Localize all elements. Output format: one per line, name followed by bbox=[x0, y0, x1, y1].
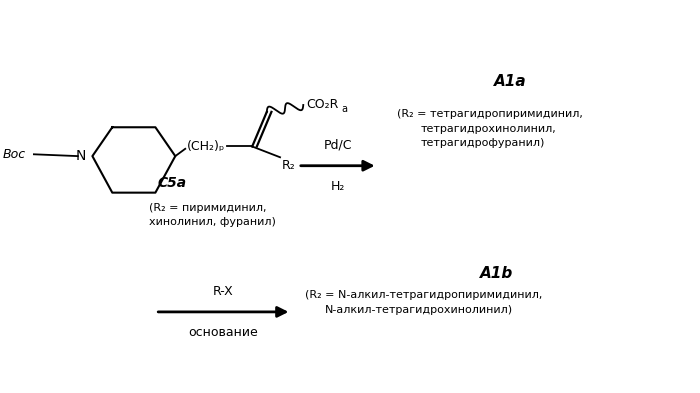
Text: R₂: R₂ bbox=[281, 159, 295, 172]
Text: тетрагидрохинолинил,: тетрагидрохинолинил, bbox=[421, 124, 556, 134]
Text: Pd/C: Pd/C bbox=[323, 138, 352, 151]
Text: (CH₂)ₚ: (CH₂)ₚ bbox=[187, 140, 225, 153]
Text: A1a: A1a bbox=[494, 73, 526, 88]
Text: хинолинил, фуранил): хинолинил, фуранил) bbox=[149, 217, 276, 227]
Text: N: N bbox=[76, 149, 86, 163]
Text: R-X: R-X bbox=[213, 285, 234, 298]
Text: (R₂ = пиримидинил,: (R₂ = пиримидинил, bbox=[149, 203, 266, 213]
Text: (R₂ = N-алкил-тетрагидропиримидинил,: (R₂ = N-алкил-тетрагидропиримидинил, bbox=[304, 290, 542, 299]
Text: H₂: H₂ bbox=[330, 180, 345, 193]
Text: A1b: A1b bbox=[480, 266, 514, 281]
Text: Boc: Boc bbox=[3, 148, 26, 161]
Text: C5a: C5a bbox=[158, 176, 186, 190]
Text: тетрагидрофуранил): тетрагидрофуранил) bbox=[421, 138, 545, 149]
Text: a: a bbox=[341, 104, 347, 114]
Text: основание: основание bbox=[188, 326, 258, 339]
Text: CO₂R: CO₂R bbox=[307, 98, 339, 111]
Text: (R₂ = тетрагидропиримидинил,: (R₂ = тетрагидропиримидинил, bbox=[398, 109, 583, 119]
Text: N-алкил-тетрагидрохинолинил): N-алкил-тетрагидрохинолинил) bbox=[325, 305, 512, 315]
